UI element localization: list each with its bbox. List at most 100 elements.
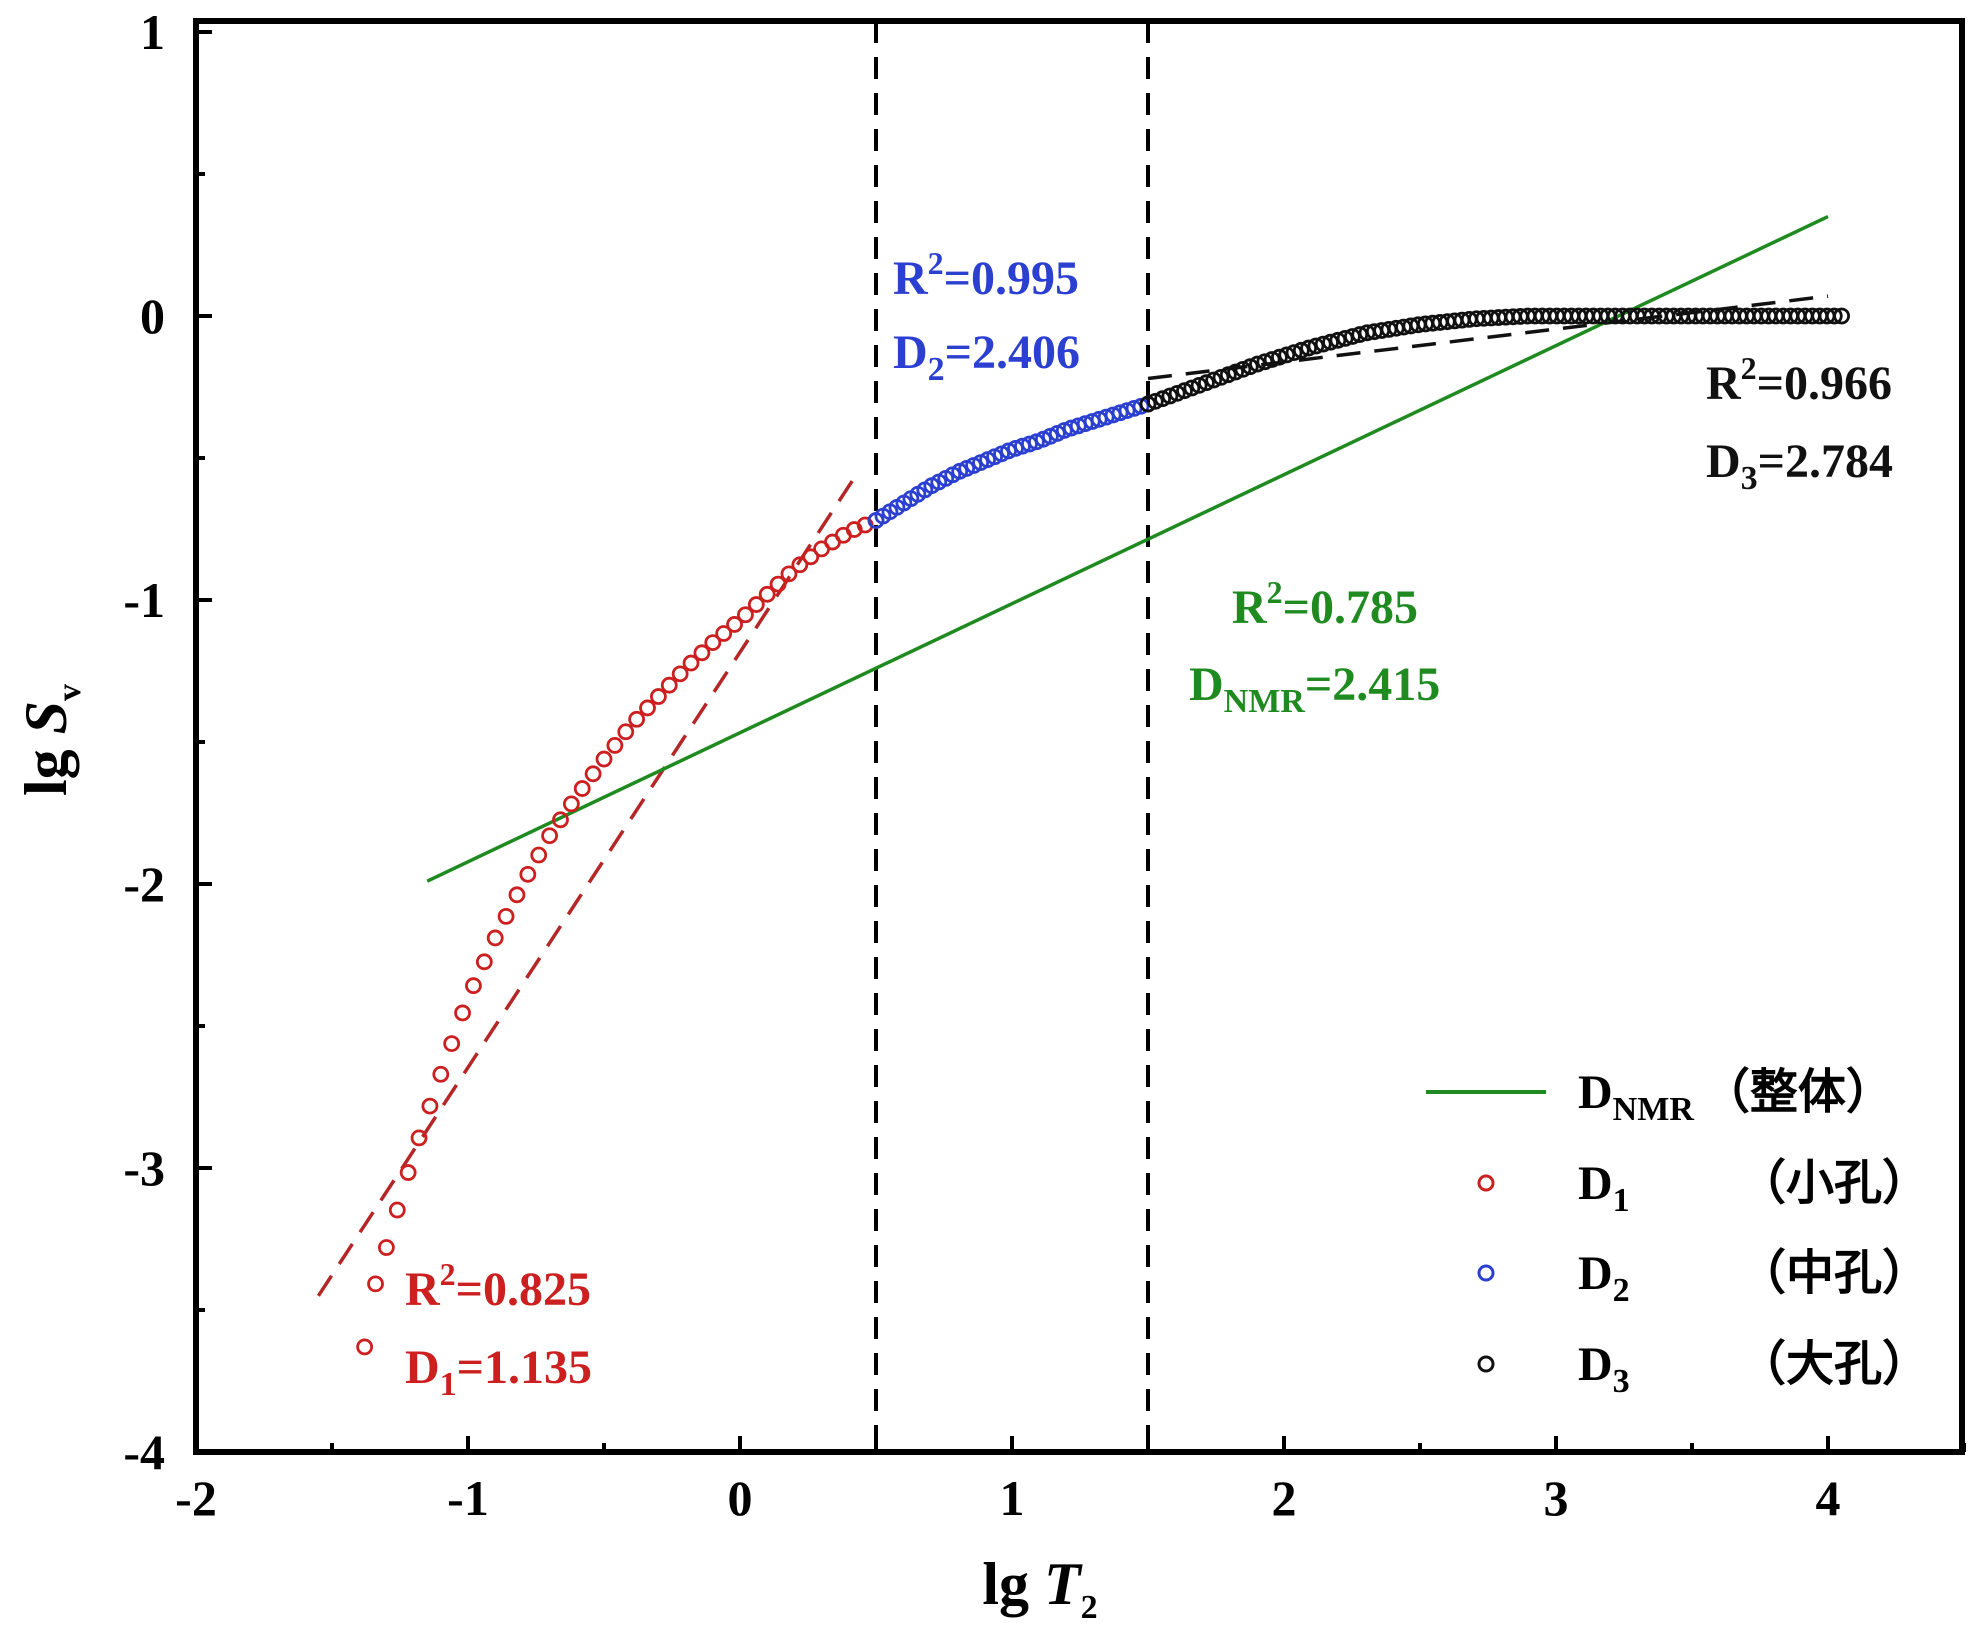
d1-data-point [356,1338,374,1356]
x-tick-label: 2 [1272,1470,1297,1526]
annotation-d1: R2=0.825 D1=1.135 [405,1256,592,1403]
annotation-d1-dimension: D1=1.135 [405,1341,592,1403]
d3-data-point [1212,368,1230,386]
legend-label-d2: D2 [1578,1247,1630,1309]
boundary-lines [874,21,1150,1452]
d1-data-point [573,780,591,797]
d3-data-point [1168,384,1186,402]
x-tick-label: 0 [728,1470,753,1526]
d1-data-point [388,1201,406,1219]
y-axis-title: lg Sv [13,684,88,796]
d3-data-point [1198,374,1215,392]
d3-data-point [1314,335,1332,353]
x-tick-label: 4 [1816,1470,1841,1526]
y-tick-label: 0 [140,288,165,344]
d1-data-point [628,710,646,728]
d3-data-point [1278,346,1296,364]
d3-data-point [1161,387,1179,405]
d3-data-point [1307,337,1325,355]
legend-note-d3: （大孔） [1738,1338,1930,1391]
annotation-d2: R2=0.995 D2=2.406 [893,245,1080,388]
d3-data-point [1344,328,1361,345]
d1-data-point [617,723,635,741]
d1-data-point [541,827,558,845]
d1-data-point [530,846,548,864]
x-axis-title: lg T2 [982,1551,1097,1626]
annotation-dnmr-r2: R2=0.785 [1232,574,1418,634]
y-tick-label: -1 [123,572,165,628]
legend: DNMR （整体） D1 （小孔） D2 （中孔） D3 （大孔） [1426,1066,1930,1400]
dnmr-fit-line [426,215,1829,883]
annotation-d1-r2: R2=0.825 [405,1256,591,1316]
d1-data-point [562,795,580,813]
legend-entry-d2: D2 （中孔） [1477,1247,1930,1309]
annotation-d2-r2: R2=0.995 [893,245,1079,305]
legend-note-d1: （小孔） [1738,1157,1930,1210]
d3-data-point [1241,358,1259,376]
d3-data-point [1146,392,1164,410]
d1-data-point [606,737,624,754]
d1-data-point [508,886,526,904]
d3-data-point [1219,366,1237,384]
d3-data-point [1176,382,1193,400]
d1-data-point [519,865,537,883]
legend-entry-d1: D1 （小孔） [1477,1157,1930,1219]
d3-data-point [1183,379,1201,397]
legend-entry-d3: D3 （大孔） [1477,1338,1930,1400]
d1-data-point [780,565,798,583]
axis-ticks [194,30,1966,1454]
d1-data-point [454,1004,471,1022]
y-tick-label: -4 [123,1424,165,1480]
d1-data-point [769,575,787,593]
d1-data-point [693,644,711,662]
x-tick-labels: -2 -1 0 1 2 3 4 [175,1470,1840,1526]
d1-data-point [443,1035,461,1053]
x-tick-label: -1 [447,1470,489,1526]
d1-data-point [737,606,754,624]
x-tick-label: 1 [1000,1470,1025,1526]
y-tick-labels: -4 -3 -2 -1 0 1 [123,4,165,1480]
legend-label-d1: D1 [1578,1157,1630,1219]
d1-data-point [639,699,656,717]
d3-data-point [1285,344,1303,362]
d3-data-point [1292,341,1310,359]
d1-data-point [465,977,482,995]
d1-data-point [399,1164,417,1181]
legend-label-d3: D3 [1578,1338,1630,1400]
legend-circle-marker [1477,1264,1495,1282]
y-tick-label: -2 [123,856,165,912]
annotation-dnmr-dimension: DNMR=2.415 [1189,658,1440,720]
d3-data-point [1227,363,1245,381]
d1-data-point [650,688,667,705]
d3-data-point [1322,333,1339,351]
d3-data-point [1825,307,1843,325]
d3-data-point [1329,331,1347,349]
plot-frame [193,18,1965,1455]
y-tick-label: 1 [140,4,165,60]
d3-data-point [1190,376,1208,394]
d1-data-point [367,1275,384,1293]
d3-data-point [1271,348,1288,366]
annotation-d3-dimension: D3=2.784 [1706,435,1893,497]
d3-data-point [1833,307,1850,325]
annotation-dnmr: R2=0.785 DNMR=2.415 [1189,574,1440,720]
d1-data-point [791,556,809,574]
annotation-d3: R2=0.966 D3=2.784 [1706,350,1893,497]
d1-data-point [421,1097,439,1115]
d1-data-point [671,665,689,683]
d2-data-point [1132,397,1150,415]
d1-data-point [726,616,743,633]
legend-entry-dnmr: DNMR （整体） [1426,1066,1894,1128]
d1-data-point [497,907,515,925]
d1-data-point [475,953,493,971]
d3-data-point [1139,395,1157,413]
y-tick-label: -3 [123,1140,165,1196]
d3-data-point [1154,390,1172,408]
d1-data-point [584,765,602,783]
legend-label-dnmr: DNMR （整体） [1578,1066,1894,1128]
legend-circle-marker [1477,1355,1495,1373]
x-tick-label: 3 [1544,1470,1569,1526]
d3-data-point [1300,339,1318,357]
d1-data-point [802,548,820,566]
